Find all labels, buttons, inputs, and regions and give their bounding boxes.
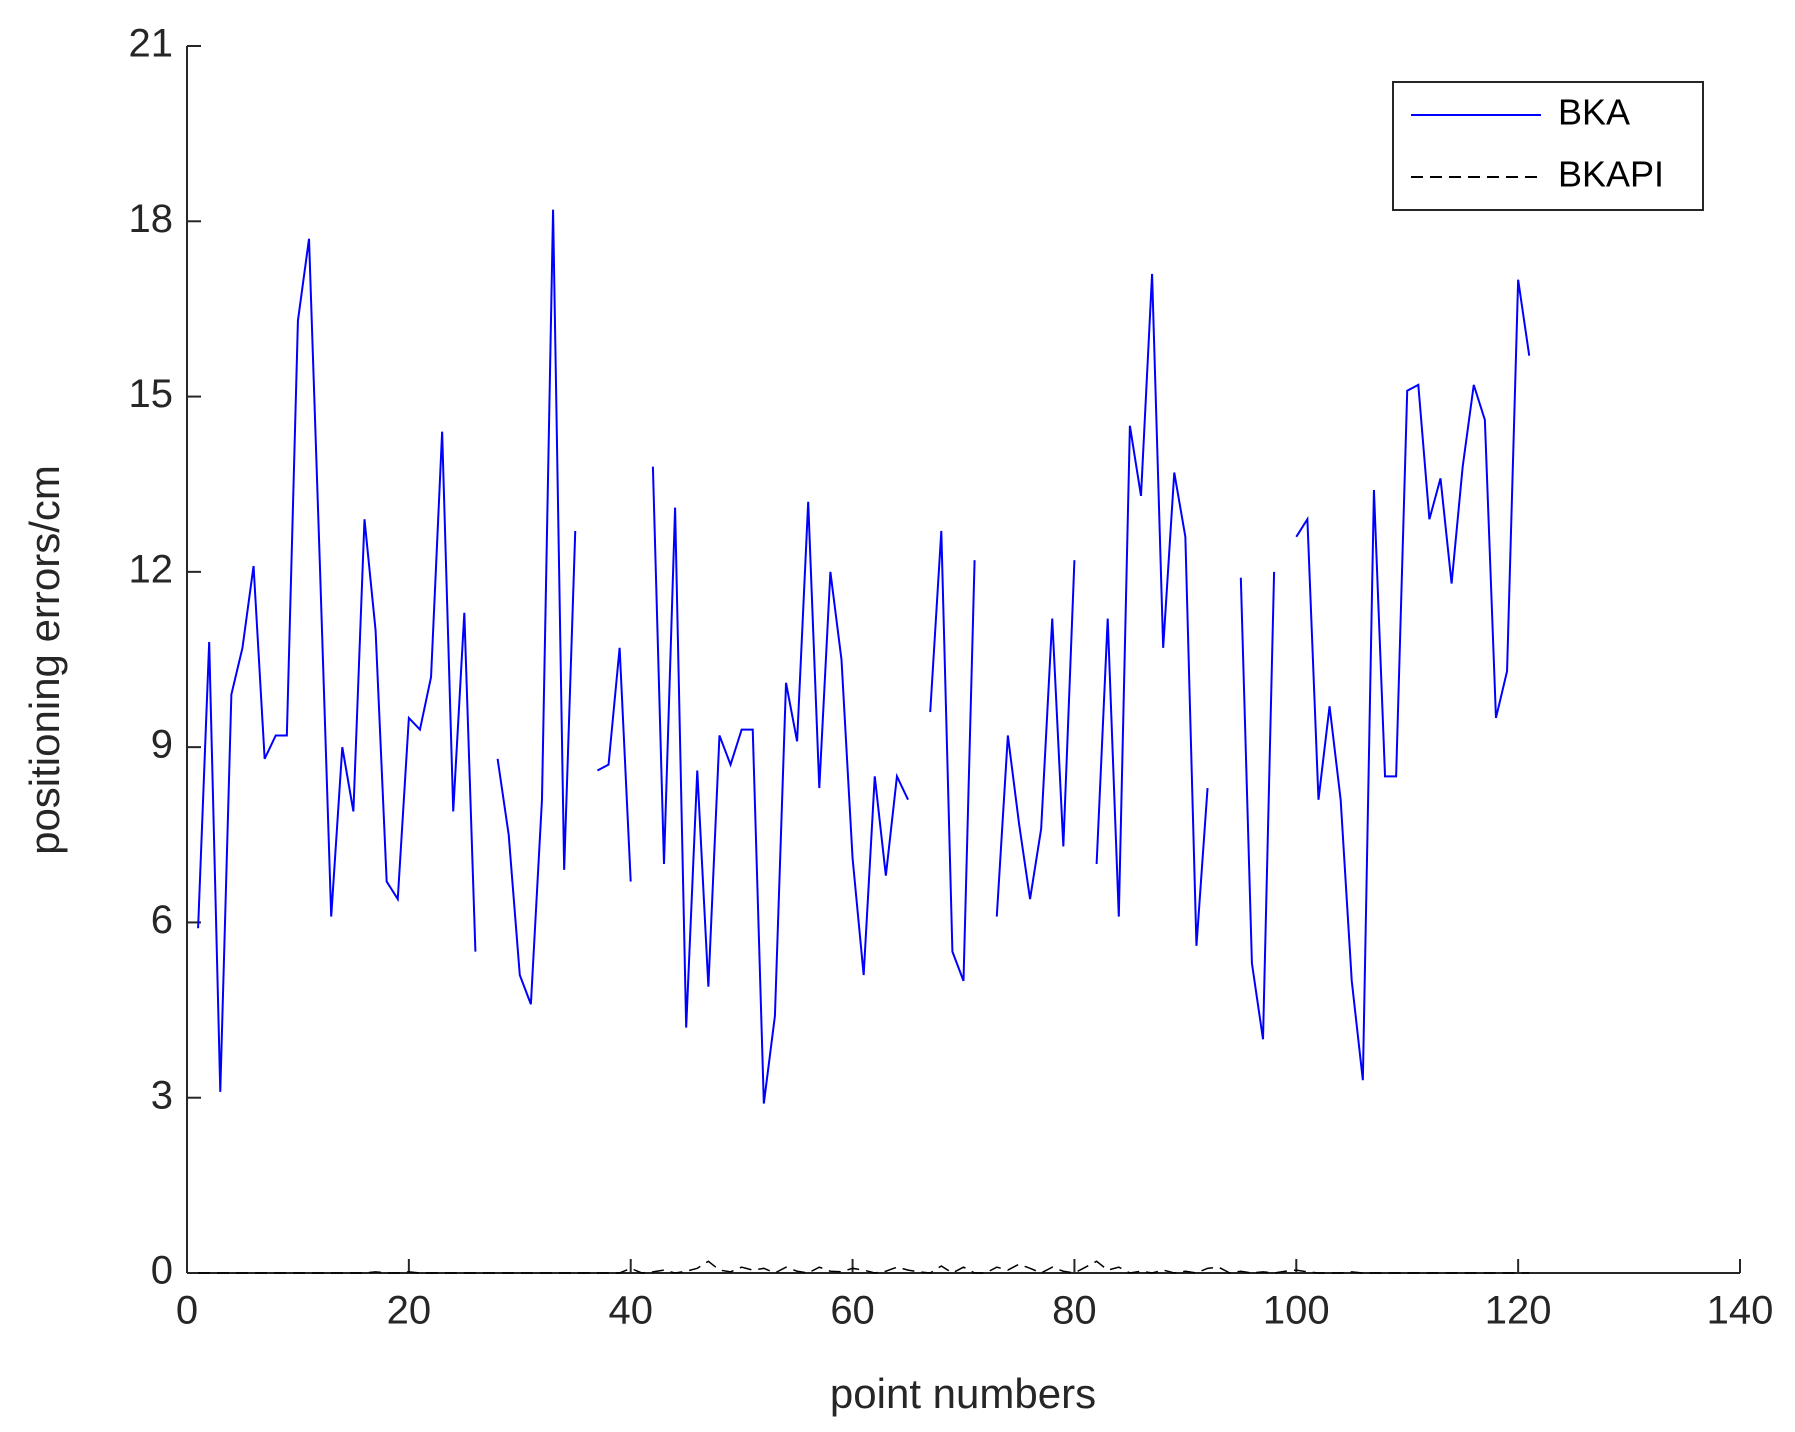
y-tick-label: 18 (129, 197, 174, 241)
y-axis-label: positioning errors/cm (21, 465, 68, 855)
y-tick-label: 12 (129, 547, 174, 591)
legend-label: BKA (1558, 92, 1630, 133)
x-tick-label: 100 (1263, 1289, 1330, 1333)
x-tick-label: 120 (1485, 1289, 1552, 1333)
x-tick-label: 60 (830, 1289, 875, 1333)
series-line (198, 1260, 1530, 1274)
y-tick-label: 15 (129, 372, 174, 416)
legend-label: BKAPI (1558, 154, 1664, 195)
y-tick-label: 0 (151, 1249, 173, 1293)
x-tick-label: 20 (387, 1289, 432, 1333)
x-tick-label: 0 (176, 1289, 198, 1333)
y-tick-label: 21 (129, 22, 174, 66)
x-tick-label: 40 (608, 1289, 653, 1333)
x-tick-label: 140 (1707, 1289, 1774, 1333)
y-tick-label: 9 (151, 723, 173, 767)
series-line (197, 209, 1531, 1104)
y-tick-label: 3 (151, 1073, 173, 1117)
y-tick-label: 6 (151, 898, 173, 942)
x-tick-label: 80 (1052, 1289, 1097, 1333)
x-axis-label: point numbers (830, 1370, 1096, 1417)
legend-box (1392, 81, 1704, 211)
